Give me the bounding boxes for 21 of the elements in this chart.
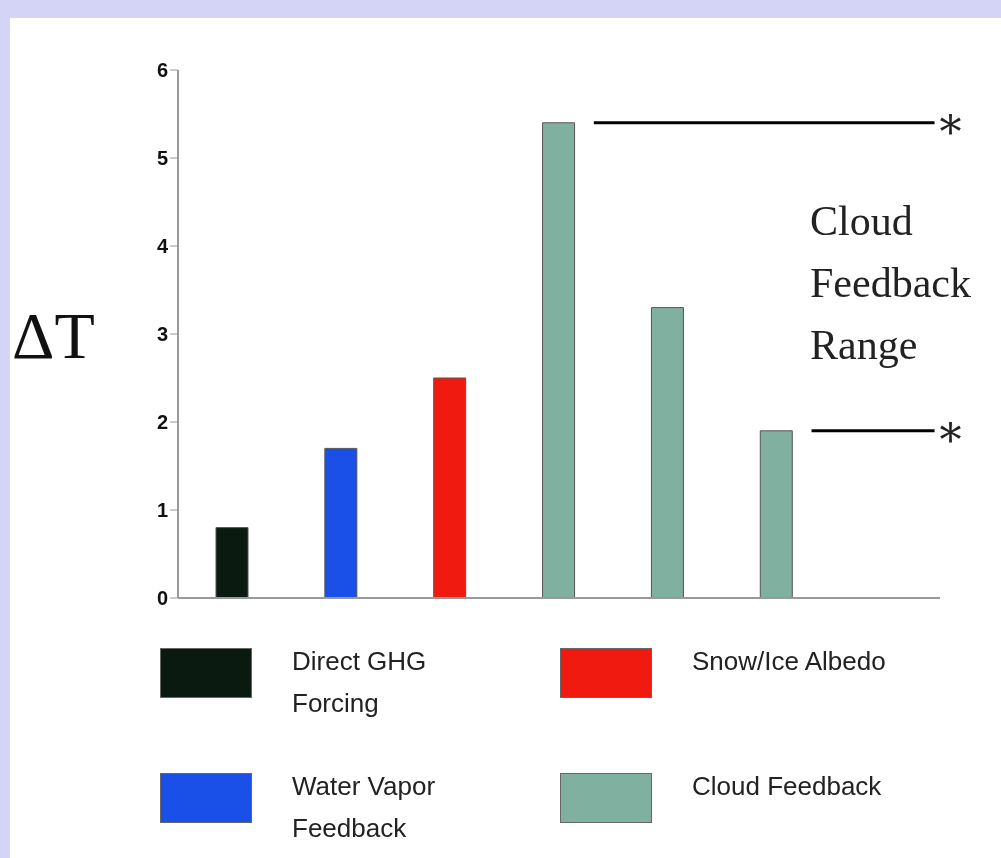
bar	[759, 430, 793, 598]
y-tick-label: 1	[156, 499, 168, 522]
legend-label: Cloud Feedback	[692, 770, 883, 803]
legend-label: Water Vapor Feedback	[292, 770, 437, 845]
bar	[324, 447, 358, 598]
bar	[433, 377, 467, 598]
annotation: Cloud Feedback Range	[810, 197, 972, 370]
legend-label: Direct GHG Forcing	[292, 645, 428, 720]
ref-line-label: *	[939, 107, 962, 159]
y-tick-label: 3	[156, 323, 168, 346]
bar	[215, 527, 249, 598]
y-tick-label: 5	[156, 147, 168, 170]
bar	[650, 307, 684, 598]
y-tick-label: 2	[156, 411, 168, 434]
y-axis-title: ΔT	[12, 298, 95, 374]
y-tick-label: 6	[156, 59, 168, 82]
bar	[542, 122, 576, 598]
ref-line-label: *	[939, 415, 962, 467]
legend-label: Snow/Ice Albedo	[692, 645, 887, 678]
y-tick-label: 4	[156, 235, 169, 258]
y-tick-label: 0	[156, 587, 168, 610]
